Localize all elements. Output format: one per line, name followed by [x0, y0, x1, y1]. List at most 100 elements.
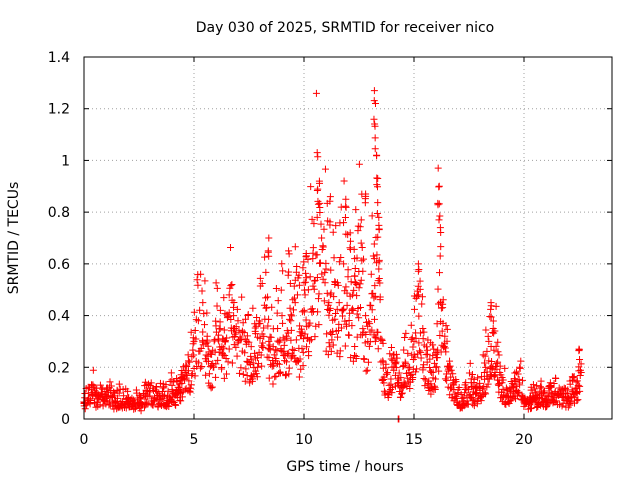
x-tick-label: 15 — [405, 432, 423, 448]
data-point — [517, 358, 524, 365]
chart-svg: 0 5 10 15 20 00.20.40.60.811.21.4 Day 030 of… — [0, 0, 640, 480]
data-point — [189, 347, 196, 354]
data-point — [443, 377, 450, 384]
data-point — [375, 214, 382, 221]
data-point — [516, 364, 523, 371]
data-point — [351, 273, 358, 280]
data-point — [342, 214, 349, 221]
data-point — [362, 199, 369, 206]
data-point — [370, 116, 377, 123]
data-point — [352, 206, 359, 213]
data-point — [436, 269, 443, 276]
data-point — [287, 305, 294, 312]
data-point — [322, 279, 329, 286]
data-point — [286, 365, 293, 372]
data-point — [419, 293, 426, 300]
data-point — [374, 175, 381, 182]
data-point — [278, 260, 285, 267]
data-point — [312, 323, 319, 330]
data-point — [201, 321, 208, 328]
data-point — [315, 321, 322, 328]
data-point — [249, 305, 256, 312]
data-point — [331, 254, 338, 261]
data-point — [320, 226, 327, 233]
data-point — [444, 326, 451, 333]
data-point — [273, 285, 280, 292]
data-point — [261, 254, 268, 261]
data-point — [291, 295, 298, 302]
data-point — [305, 286, 312, 293]
data-point — [90, 367, 97, 374]
data-point — [355, 223, 362, 230]
data-point — [314, 149, 321, 156]
y-tick-label: 1 — [61, 153, 70, 169]
data-point — [309, 255, 316, 262]
data-point — [374, 234, 381, 241]
data-point — [435, 183, 442, 190]
data-point — [482, 364, 489, 371]
data-point — [221, 327, 228, 334]
data-point — [322, 166, 329, 173]
data-point — [347, 246, 354, 253]
data-point — [214, 285, 221, 292]
data-point — [485, 333, 492, 340]
data-point — [388, 344, 395, 351]
chart-title: Day 030 of 2025, SRMTID for receiver nic… — [196, 20, 494, 36]
data-point — [362, 312, 369, 319]
data-point — [466, 369, 473, 376]
data-point — [332, 310, 339, 317]
data-point — [199, 288, 206, 295]
data-point — [278, 287, 285, 294]
data-point — [345, 266, 352, 273]
data-point — [436, 216, 443, 223]
data-point — [300, 349, 307, 356]
data-point — [262, 269, 269, 276]
data-point — [406, 364, 413, 371]
y-tick-label: 0 — [61, 412, 70, 428]
data-point — [360, 256, 367, 263]
data-point — [375, 345, 382, 352]
data-point — [418, 355, 425, 362]
data-point — [106, 378, 113, 385]
data-point — [483, 348, 490, 355]
data-point — [482, 327, 489, 334]
data-point — [373, 152, 380, 159]
data-point — [192, 327, 199, 334]
data-point — [342, 203, 349, 210]
data-point — [415, 266, 422, 273]
y-tick-label: 0.8 — [48, 205, 70, 221]
data-point — [289, 346, 296, 353]
x-tick-label: 5 — [190, 432, 199, 448]
data-point — [434, 200, 441, 207]
data-point — [266, 375, 273, 382]
y-tick-label: 1.2 — [48, 102, 70, 118]
data-point — [168, 369, 175, 376]
data-point — [368, 271, 375, 278]
data-point — [337, 254, 344, 261]
data-point — [372, 145, 379, 152]
data-point — [237, 364, 244, 371]
data-point — [437, 243, 444, 250]
data-point — [320, 276, 327, 283]
data-point — [418, 300, 425, 307]
data-point — [327, 193, 334, 200]
data-point — [409, 334, 416, 341]
data-point — [238, 294, 245, 301]
data-point — [325, 312, 332, 319]
data-point — [330, 229, 337, 236]
data-point — [374, 199, 381, 206]
data-point — [293, 336, 300, 343]
data-point — [236, 370, 243, 377]
data-point — [204, 333, 211, 340]
data-point — [408, 322, 415, 329]
data-point — [323, 266, 330, 273]
data-point — [292, 243, 299, 250]
data-point — [511, 369, 518, 376]
data-point — [576, 346, 583, 353]
data-point — [359, 244, 366, 251]
data-point — [420, 329, 427, 336]
data-point — [313, 90, 320, 97]
data-point — [190, 352, 197, 359]
data-point — [339, 306, 346, 313]
data-point — [285, 247, 292, 254]
